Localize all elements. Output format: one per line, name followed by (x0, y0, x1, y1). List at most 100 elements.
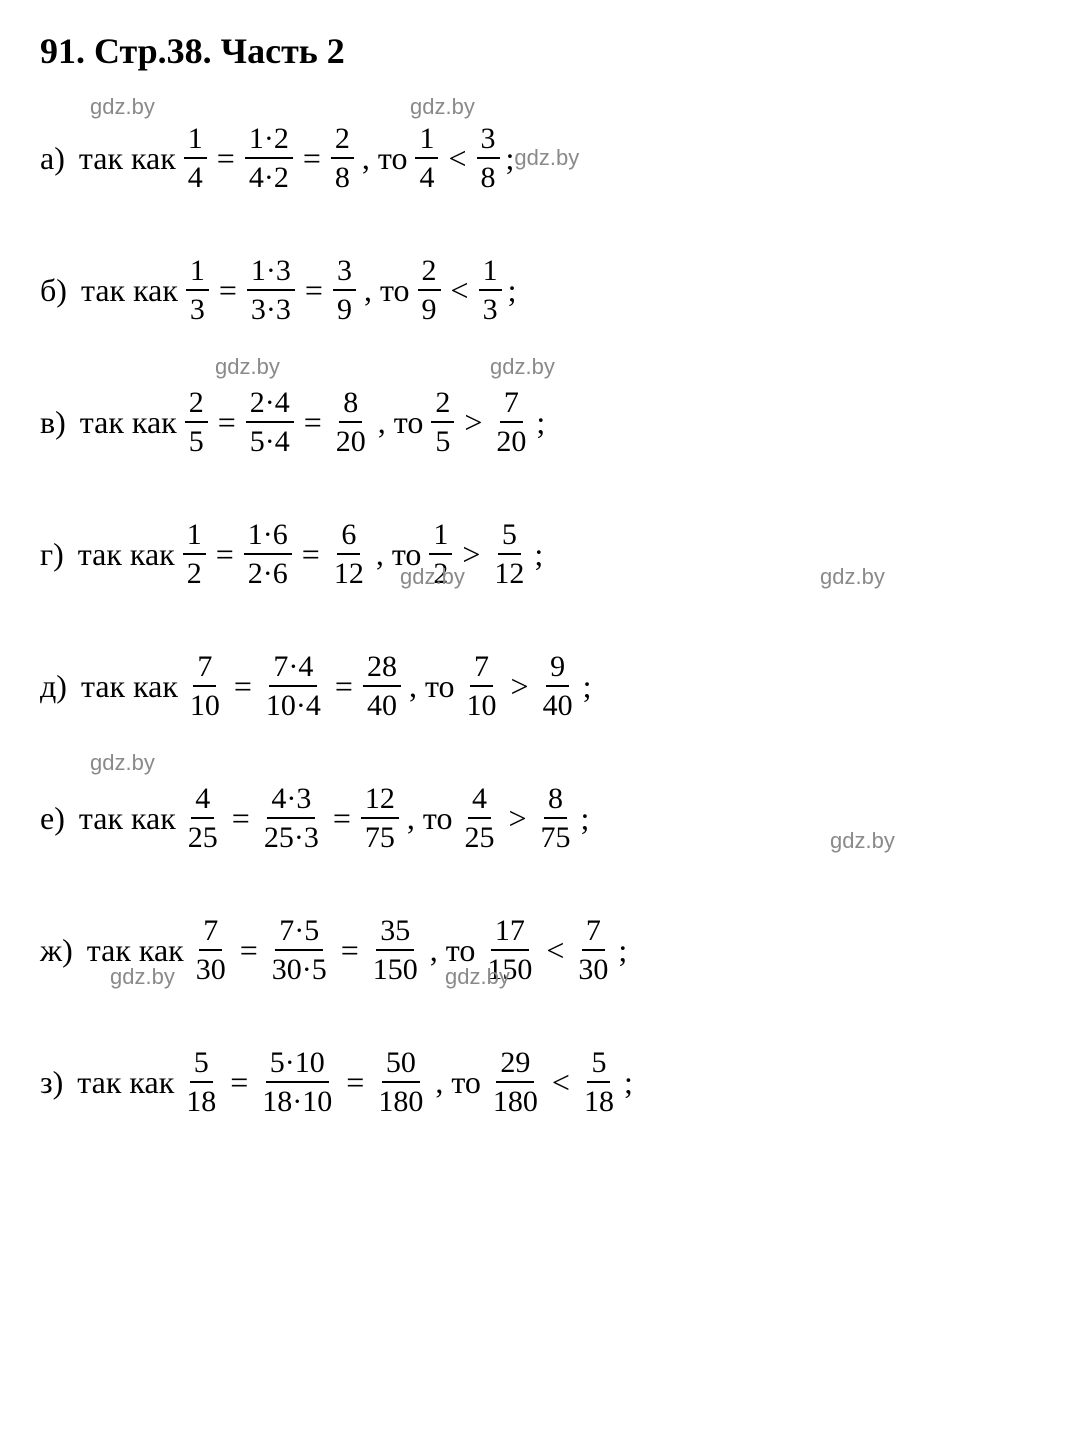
denominator: 5 (185, 423, 208, 458)
fraction: 6 12 (330, 518, 368, 590)
numerator: 8 (339, 386, 362, 423)
fraction: 7·5 30·5 (268, 914, 331, 986)
numerator: 7 (500, 386, 523, 423)
denominator: 180 (489, 1083, 542, 1118)
semicolon: ; (534, 538, 543, 570)
fraction: 35 150 (369, 914, 422, 986)
fraction: 5 12 (490, 518, 528, 590)
exercise-row: gdz.bygdz.by а) так как 1 4 = 1·2 4·2 = … (40, 122, 1047, 194)
denominator: 9 (333, 291, 356, 326)
prefix-text: так как (79, 802, 176, 834)
fraction: 9 40 (539, 650, 577, 722)
fraction: 5·10 18·10 (258, 1046, 336, 1118)
denominator: 3 (186, 291, 209, 326)
fraction: 8 20 (332, 386, 370, 458)
rows-container: gdz.bygdz.by а) так как 1 4 = 1·2 4·2 = … (40, 122, 1047, 1118)
fraction: 28 40 (363, 650, 401, 722)
fraction: 5 18 (182, 1046, 220, 1118)
prefix-text: так как (80, 406, 177, 438)
watermark: gdz.by (215, 356, 280, 378)
fraction: 7·4 10·4 (262, 650, 325, 722)
numerator: 4 (191, 782, 214, 819)
denominator: 8 (477, 159, 500, 194)
numerator: 3 (477, 122, 500, 159)
fraction: 4 25 (184, 782, 222, 854)
numerator: 5 (190, 1046, 213, 1083)
numerator: 1 (429, 518, 452, 555)
equals-sign: = (333, 802, 351, 834)
numerator: 50 (382, 1046, 420, 1083)
denominator: 2·6 (244, 555, 292, 590)
numerator: 5 (498, 518, 521, 555)
numerator: 2 (331, 122, 354, 159)
fraction: 3 8 (477, 122, 500, 194)
fraction: 50 180 (374, 1046, 427, 1118)
exercise-row: д) так как 7 10 = 7·4 10·4 = 28 40 , то … (40, 650, 1047, 722)
denominator: 30 (574, 951, 612, 986)
watermark: gdz.by (110, 966, 175, 988)
watermark: gdz.by (820, 566, 885, 588)
denominator: 20 (492, 423, 530, 458)
fraction: 7 30 (192, 914, 230, 986)
fraction: 4 25 (460, 782, 498, 854)
row-label: а) (40, 142, 65, 174)
prefix-text: так как (79, 142, 176, 174)
denominator: 40 (363, 687, 401, 722)
prefix-text: так как (78, 538, 175, 570)
exercise-row: б) так как 1 3 = 1·3 3·3 = 3 9 , то 2 9 … (40, 254, 1047, 326)
denominator: 5·4 (246, 423, 294, 458)
semicolon: ; (581, 802, 590, 834)
fraction: 1 4 (415, 122, 438, 194)
denominator: 75 (537, 819, 575, 854)
numerator: 2 (418, 254, 441, 291)
fraction: 1 2 (183, 518, 206, 590)
numerator: 7 (582, 914, 605, 951)
row-label: б) (40, 274, 67, 306)
exercise-row: gdz.bygdz.by е) так как 4 25 = 4·3 25·3 … (40, 782, 1047, 854)
denominator: 2 (183, 555, 206, 590)
equals-sign: = (302, 538, 320, 570)
numerator: 17 (491, 914, 529, 951)
denominator: 2 (429, 555, 452, 590)
numerator: 35 (376, 914, 414, 951)
compare-sign: < (451, 274, 469, 306)
exercise-row: gdz.bygdz.by ж) так как 7 30 = 7·5 30·5 … (40, 914, 1047, 986)
numerator: 2 (431, 386, 454, 423)
numerator: 12 (361, 782, 399, 819)
fraction: 7 10 (186, 650, 224, 722)
equals-sign: = (346, 1066, 364, 1098)
compare-sign: < (448, 142, 466, 174)
fraction: 1·3 3·3 (247, 254, 295, 326)
exercise-row: gdz.bygdz.by г) так как 1 2 = 1·6 2·6 = … (40, 518, 1047, 590)
denominator: 25 (184, 819, 222, 854)
mid-text: , то (364, 274, 410, 306)
denominator: 3 (479, 291, 502, 326)
numerator: 9 (546, 650, 569, 687)
numerator: 7·4 (269, 650, 317, 687)
watermark: gdz.by (490, 356, 555, 378)
mid-text: , то (407, 802, 453, 834)
denominator: 25 (460, 819, 498, 854)
row-label: г) (40, 538, 64, 570)
row-label: ж) (40, 934, 73, 966)
equals-sign: = (335, 670, 353, 702)
semicolon: ; (624, 1066, 633, 1098)
denominator: 10 (463, 687, 501, 722)
numerator: 5·10 (266, 1046, 329, 1083)
numerator: 6 (337, 518, 360, 555)
numerator: 2·4 (246, 386, 294, 423)
numerator: 3 (333, 254, 356, 291)
fraction: 12 75 (361, 782, 399, 854)
row-label: е) (40, 802, 65, 834)
denominator: 5 (431, 423, 454, 458)
semicolon: ; (583, 670, 592, 702)
fraction: 2 8 (331, 122, 354, 194)
prefix-text: так как (87, 934, 184, 966)
fraction: 1 2 (429, 518, 452, 590)
mid-text: , то (378, 406, 424, 438)
semicolon: ; (536, 406, 545, 438)
denominator: 10·4 (262, 687, 325, 722)
numerator: 7·5 (275, 914, 323, 951)
compare-sign: > (508, 802, 526, 834)
fraction: 2 9 (418, 254, 441, 326)
